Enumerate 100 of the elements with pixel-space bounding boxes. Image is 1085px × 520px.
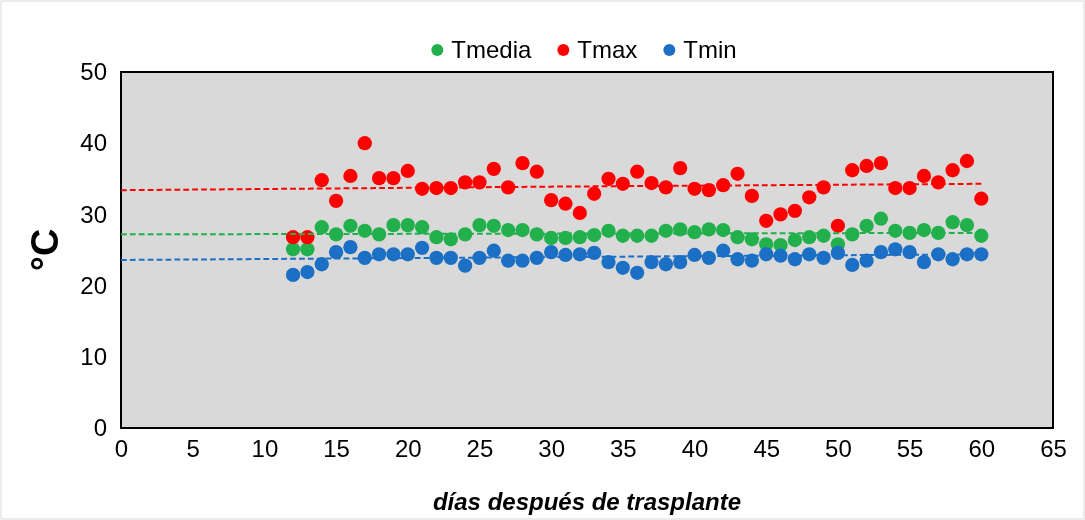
- x-tick-label: 25: [466, 435, 494, 463]
- point: [974, 247, 989, 262]
- point: [945, 252, 960, 267]
- x-tick-label: 40: [681, 435, 709, 463]
- point: [328, 193, 344, 208]
- x-tick-label: 35: [609, 435, 637, 463]
- point: [773, 207, 788, 222]
- point: [744, 188, 760, 204]
- point: [544, 230, 559, 246]
- point: [529, 164, 544, 179]
- point: [959, 217, 975, 233]
- point: [644, 254, 659, 270]
- point: [888, 242, 903, 257]
- point: [314, 257, 329, 272]
- y-tick-label: 40: [80, 129, 107, 157]
- point: [328, 245, 344, 260]
- point: [916, 168, 932, 184]
- x-tick-label: 30: [538, 435, 566, 463]
- point: [515, 156, 530, 171]
- y-tick-label: 30: [80, 200, 107, 228]
- point: [601, 254, 616, 270]
- x-tick-label: 50: [825, 435, 852, 463]
- point: [400, 163, 415, 179]
- point: [285, 267, 301, 283]
- x-tick-label: 20: [394, 435, 422, 463]
- y-axis-title: °C: [24, 228, 66, 272]
- point: [859, 158, 874, 174]
- x-tick-label: 45: [753, 435, 781, 463]
- point: [414, 220, 430, 235]
- point: [371, 170, 387, 186]
- point: [730, 166, 745, 181]
- point: [429, 250, 444, 265]
- point: [859, 218, 874, 233]
- y-tick-label: 20: [80, 271, 107, 299]
- point: [386, 217, 401, 233]
- point: [343, 240, 358, 255]
- legend-label: Tmax: [577, 36, 638, 63]
- point: [501, 222, 516, 238]
- point: [314, 220, 329, 235]
- point: [544, 193, 559, 208]
- x-axis-title: días después de trasplante: [432, 488, 742, 515]
- point: [802, 230, 817, 245]
- point: [357, 136, 372, 151]
- point: [386, 170, 401, 186]
- point: [558, 196, 573, 211]
- point: [730, 230, 745, 245]
- point: [716, 243, 731, 258]
- point: [630, 265, 645, 280]
- y-tick-label: 10: [80, 342, 107, 370]
- point: [787, 203, 803, 218]
- point: [845, 163, 860, 178]
- point: [486, 243, 501, 258]
- point: [300, 264, 315, 280]
- point: [615, 260, 630, 275]
- point: [945, 163, 960, 178]
- point: [515, 222, 530, 238]
- point: [802, 190, 817, 205]
- y-tick-label: 50: [80, 58, 107, 86]
- point: [830, 218, 846, 233]
- point: [673, 254, 688, 270]
- point: [959, 153, 975, 169]
- point: [587, 186, 602, 201]
- point: [472, 217, 487, 233]
- x-tick-label: 65: [1040, 435, 1067, 463]
- legend-label: Tmedia: [451, 36, 532, 63]
- point: [673, 161, 688, 176]
- x-tick-label: 60: [968, 435, 996, 463]
- point: [486, 161, 501, 176]
- point: [343, 218, 358, 233]
- point: [974, 228, 989, 243]
- point: [744, 232, 760, 247]
- point: [343, 168, 358, 184]
- point: [457, 258, 473, 273]
- point: [658, 257, 673, 272]
- point: [601, 171, 616, 186]
- point: [429, 230, 444, 245]
- point: [945, 215, 960, 230]
- point: [414, 240, 430, 255]
- x-tick-label: 55: [896, 435, 924, 463]
- point: [400, 217, 415, 233]
- point: [787, 232, 803, 248]
- x-tick-label: 15: [323, 435, 350, 463]
- x-tick-label: 0: [114, 435, 129, 463]
- point: [443, 232, 458, 247]
- y-tick-label: 0: [93, 414, 107, 442]
- point: [873, 245, 889, 260]
- point: [300, 242, 315, 257]
- point: [314, 173, 329, 188]
- point: [544, 245, 559, 260]
- x-tick-label: 5: [186, 435, 200, 463]
- legend-label: Tmin: [683, 36, 737, 63]
- point: [845, 257, 860, 273]
- x-tick-label: 10: [251, 435, 279, 463]
- point: [974, 191, 989, 206]
- point: [759, 213, 774, 228]
- point: [486, 218, 501, 233]
- point: [687, 247, 702, 263]
- point: [285, 242, 301, 257]
- point: [873, 156, 889, 171]
- point: [572, 205, 587, 221]
